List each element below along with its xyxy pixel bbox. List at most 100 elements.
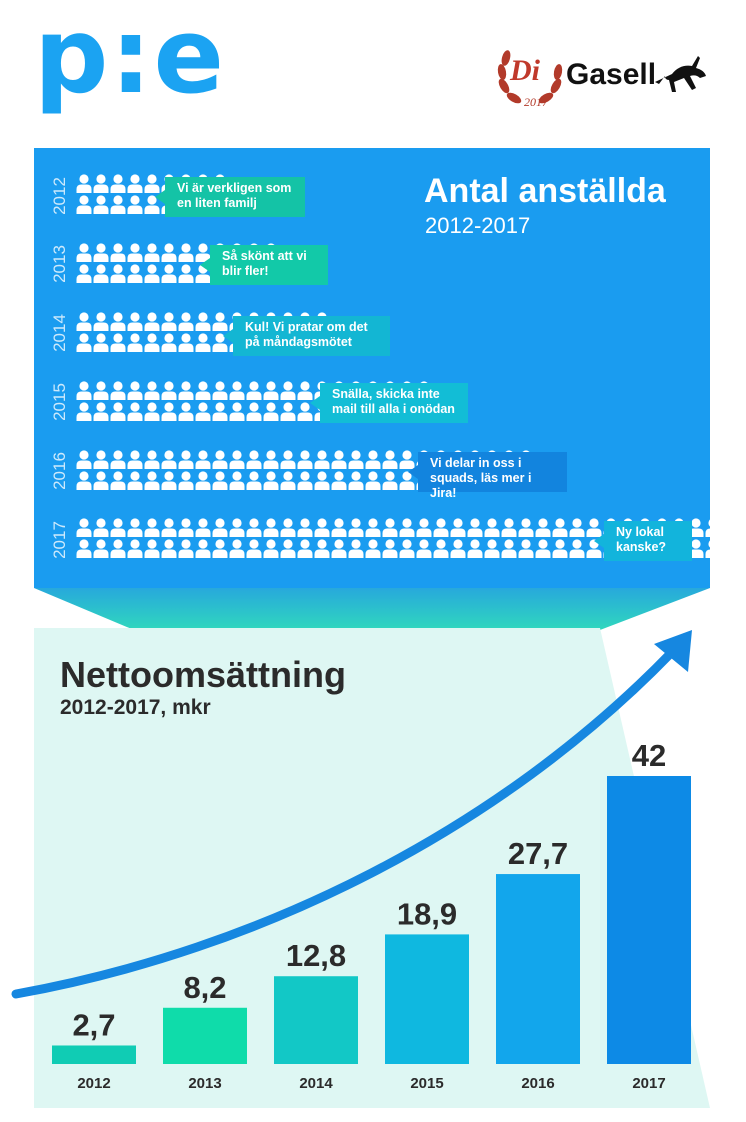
connector-band [34, 588, 710, 630]
comment-bubble-2014: Kul! Vi pratar om det på måndagsmötet [223, 316, 390, 356]
person-icon [195, 312, 211, 331]
person-icon [127, 518, 143, 537]
person-icon [127, 471, 143, 490]
person-icon [76, 333, 92, 352]
person-icon [178, 450, 194, 469]
person-icon [569, 539, 585, 558]
person-icon [144, 539, 160, 558]
person-icon [161, 402, 177, 421]
person-icon [399, 539, 415, 558]
category-label: 2012 [77, 1075, 110, 1092]
person-icon [76, 195, 92, 214]
di-gasell-badge: Di 2017 Gasell [497, 50, 706, 109]
category-label: 2017 [632, 1075, 665, 1092]
person-icon [246, 539, 262, 558]
person-icon [263, 450, 279, 469]
person-icon [161, 333, 177, 352]
person-icon [552, 518, 568, 537]
person-icon [705, 539, 721, 558]
bar-value-label: 18,9 [397, 896, 457, 931]
person-icon [280, 450, 296, 469]
person-icon [127, 312, 143, 331]
person-icon [688, 539, 704, 558]
person-icon [212, 402, 228, 421]
person-icon [127, 450, 143, 469]
person-icon [195, 471, 211, 490]
person-icon [110, 312, 126, 331]
bar-2017 [607, 776, 691, 1064]
person-icon [212, 518, 228, 537]
comment-bubble-2017: Ny lokal kanske? [594, 521, 692, 561]
person-icon [178, 518, 194, 537]
person-icon [212, 539, 228, 558]
person-icon [484, 539, 500, 558]
person-icon [161, 518, 177, 537]
person-icon [110, 450, 126, 469]
bar-value-label: 2,7 [72, 1007, 115, 1042]
person-icon [297, 450, 313, 469]
person-icon [314, 450, 330, 469]
person-icon [144, 450, 160, 469]
category-label: 2016 [521, 1075, 554, 1092]
person-icon [450, 539, 466, 558]
person-icon [144, 402, 160, 421]
person-icon [297, 471, 313, 490]
person-icon [127, 381, 143, 400]
person-icon [467, 518, 483, 537]
person-icon [365, 450, 381, 469]
person-icon [365, 471, 381, 490]
person-icon [76, 174, 92, 193]
person-icon [161, 264, 177, 283]
bar-value-label: 12,8 [286, 938, 346, 973]
person-icon [246, 402, 262, 421]
person-icon [552, 539, 568, 558]
person-icon [263, 381, 279, 400]
bar-2014 [274, 976, 358, 1064]
employees-subtitle: 2012-2017 [425, 213, 531, 238]
person-icon [127, 539, 143, 558]
person-icon [280, 539, 296, 558]
person-icon [110, 264, 126, 283]
person-icon [161, 381, 177, 400]
person-icon [416, 539, 432, 558]
bar-2012 [52, 1045, 136, 1064]
person-icon [229, 402, 245, 421]
row-year-label: 2014 [50, 314, 69, 352]
person-icon [144, 243, 160, 262]
gazelle-icon [655, 56, 706, 92]
category-label: 2014 [299, 1075, 333, 1092]
person-icon [76, 264, 92, 283]
person-icon [76, 312, 92, 331]
person-icon [382, 539, 398, 558]
person-icon [127, 333, 143, 352]
bar-2013 [163, 1007, 247, 1064]
person-icon [127, 243, 143, 262]
person-icon [331, 518, 347, 537]
revenue-bar-value-labels: 2,7 8,2 12,8 18,9 27,7 42 [72, 738, 666, 1042]
person-icon [161, 312, 177, 331]
person-icon [110, 195, 126, 214]
person-icon [195, 402, 211, 421]
person-icon [76, 471, 92, 490]
person-icon [280, 471, 296, 490]
person-icon [246, 518, 262, 537]
person-icon [314, 518, 330, 537]
person-icon [246, 450, 262, 469]
person-icon [93, 312, 109, 331]
person-icon [365, 539, 381, 558]
person-icon [110, 402, 126, 421]
person-icon [76, 243, 92, 262]
person-icon [93, 174, 109, 193]
person-icon [76, 402, 92, 421]
person-icon [229, 471, 245, 490]
person-icon [518, 539, 534, 558]
person-icon [314, 539, 330, 558]
person-icon [212, 450, 228, 469]
laurel-wreath-icon [497, 50, 563, 104]
person-icon [195, 333, 211, 352]
person-icon [195, 539, 211, 558]
person-icon [348, 539, 364, 558]
person-icon [178, 381, 194, 400]
person-icon [195, 518, 211, 537]
growth-arrow-head-icon [654, 630, 692, 672]
